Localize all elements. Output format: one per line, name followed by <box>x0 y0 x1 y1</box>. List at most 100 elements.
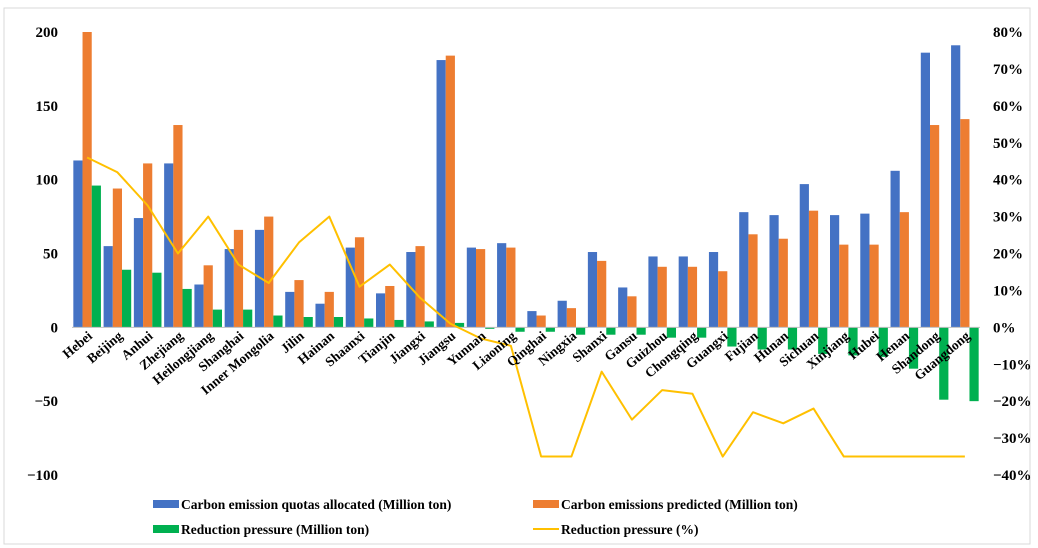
right-tick-label: 20% <box>993 247 1023 263</box>
predicted-bar <box>203 265 213 328</box>
legend-swatch-predicted <box>533 500 559 508</box>
predicted-bar <box>294 280 304 328</box>
predicted-bar <box>82 32 92 328</box>
predicted-bar <box>627 296 637 328</box>
predicted-bar <box>112 188 122 328</box>
quota-bar <box>103 246 113 328</box>
predicted-bar <box>173 125 183 328</box>
predicted-bar <box>808 210 819 328</box>
pressure-mt-bar <box>969 327 979 402</box>
pressure-mt-bar <box>545 327 555 332</box>
pressure-mt-bar <box>152 272 162 328</box>
left-tick-label: 100 <box>36 173 59 189</box>
right-tick-label: 0% <box>993 320 1016 336</box>
right-tick-label: −20% <box>993 394 1032 410</box>
pressure-mt-bar <box>485 327 495 329</box>
predicted-bar <box>869 244 879 328</box>
right-tick-label: −40% <box>993 468 1032 484</box>
pressure-mt-bar <box>606 327 616 335</box>
right-tick-label: 50% <box>993 136 1023 152</box>
predicted-bar <box>415 246 425 328</box>
pressure-mt-bar <box>91 185 101 328</box>
right-tick-label: 10% <box>993 283 1023 299</box>
pressure-mt-bar <box>303 317 313 328</box>
line-series-group <box>86 156 965 458</box>
pressure-mt-bar <box>727 327 737 347</box>
pressure-mt-bar <box>394 319 404 328</box>
quota-bar <box>254 229 265 328</box>
predicted-bar <box>748 234 758 328</box>
pressure-mt-bar <box>878 327 888 357</box>
pressure-mt-bar <box>697 327 707 338</box>
predicted-bar <box>143 163 153 328</box>
quota-bar <box>769 215 779 328</box>
pressure-pct-line <box>86 156 965 458</box>
legend-label-quotas: Carbon emission quotas allocated (Millio… <box>181 497 451 512</box>
predicted-bar <box>960 119 970 328</box>
predicted-bar <box>385 285 395 328</box>
pressure-mt-bar <box>939 327 949 400</box>
quota-bar <box>739 212 749 328</box>
pressure-mt-bar <box>576 327 586 335</box>
left-tick-label: 0 <box>51 320 59 336</box>
quota-bar <box>315 303 325 328</box>
pressure-mt-bar <box>636 327 646 335</box>
right-tick-label: 40% <box>993 173 1023 189</box>
predicted-bar <box>657 266 667 328</box>
left-tick-label: 200 <box>36 25 59 41</box>
quota-bar <box>376 293 386 328</box>
left-tick-label: −50 <box>34 394 58 410</box>
quota-bar <box>224 249 234 328</box>
left-tick-label: −100 <box>27 468 58 484</box>
quota-bar <box>164 163 174 328</box>
right-tick-label: −30% <box>993 431 1032 447</box>
pressure-mt-bar <box>454 322 465 328</box>
predicted-bar <box>324 291 334 328</box>
quota-bar <box>618 287 628 328</box>
predicted-bar <box>506 247 516 328</box>
pressure-mt-bar <box>515 327 525 332</box>
quota-bar <box>648 256 658 328</box>
predicted-bar <box>445 55 455 328</box>
predicted-bar <box>839 244 849 328</box>
right-tick-label: 30% <box>993 210 1023 226</box>
legend-label-pressure-pct: Reduction pressure (%) <box>561 522 699 537</box>
legend-swatch-pressure-mt <box>153 525 179 533</box>
left-tick-label: 50 <box>43 247 58 263</box>
predicted-bar <box>536 315 546 328</box>
predicted-bar <box>899 212 909 328</box>
predicted-bar <box>566 308 576 328</box>
pressure-mt-bar <box>273 315 283 328</box>
pressure-mt-bar <box>122 269 132 328</box>
quota-bar <box>799 184 809 328</box>
pressure-mt-bar <box>848 327 858 356</box>
quota-bar <box>345 247 355 328</box>
pressure-mt-bar <box>908 327 919 369</box>
predicted-bar <box>233 229 244 328</box>
quota-bar <box>890 170 900 328</box>
predicted-bar <box>778 238 788 328</box>
pressure-mt-bar <box>757 327 767 350</box>
pressure-mt-bar <box>424 321 434 328</box>
quota-bar <box>285 291 295 328</box>
right-axis: −40% −30% −20% −10% 0% 10% 20% 30% 40% 50% 60% 70% 8… <box>993 25 1032 484</box>
predicted-bar <box>354 237 365 328</box>
quota-bar <box>436 60 446 328</box>
right-tick-label: −10% <box>993 357 1032 373</box>
quota-bar <box>194 284 204 328</box>
pressure-mt-bar <box>182 288 192 328</box>
legend-label-pressure-mt: Reduction pressure (Million ton) <box>181 522 369 537</box>
left-tick-label: 150 <box>36 99 59 115</box>
predicted-bar <box>930 125 940 328</box>
quota-bar <box>830 215 840 328</box>
pressure-mt-bar <box>666 327 676 338</box>
quota-bar <box>527 311 537 328</box>
pressure-mt-bar <box>243 309 253 328</box>
quota-bar <box>678 256 688 328</box>
quota-bar <box>951 45 961 328</box>
right-tick-label: 70% <box>993 62 1023 78</box>
quota-bar <box>587 252 598 328</box>
right-tick-label: 60% <box>993 99 1023 115</box>
